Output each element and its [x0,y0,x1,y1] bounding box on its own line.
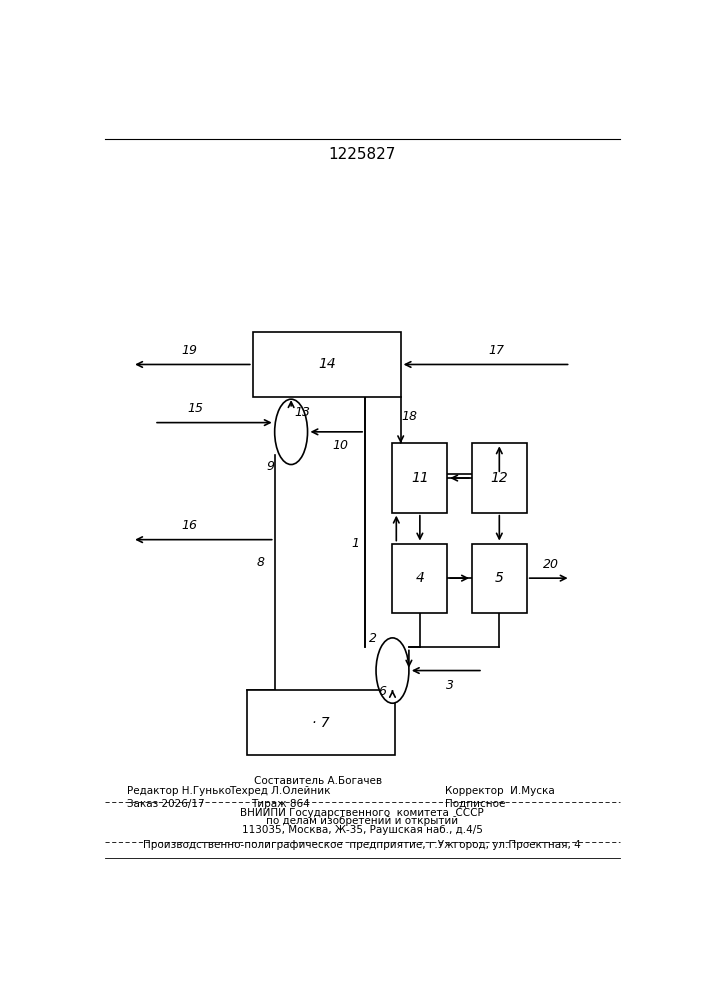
Text: 3: 3 [446,679,454,692]
Text: 5: 5 [495,571,504,585]
Text: Редактор Н.Гунько: Редактор Н.Гунько [127,786,231,796]
Text: 12: 12 [491,471,508,485]
Text: Техред Л.Олейник: Техред Л.Олейник [229,786,331,796]
Bar [253,332,401,397]
Text: Подписное: Подписное [445,799,505,809]
Text: 8: 8 [257,556,265,569]
Text: по делам изобретений и открытий: по делам изобретений и открытий [267,816,458,826]
Text: 1: 1 [351,537,359,550]
Text: 10: 10 [332,439,349,452]
Bar [392,443,448,513]
Text: 113035, Москва, Ж-35, Раушская наб., д.4/5: 113035, Москва, Ж-35, Раушская наб., д.4… [242,825,483,835]
Ellipse shape [376,638,409,703]
Text: 9: 9 [267,460,274,473]
Bar [472,544,527,613]
Text: 13: 13 [294,406,310,419]
Text: Корректор  И.Муска: Корректор И.Муска [445,786,554,796]
Text: 6: 6 [379,685,387,698]
Text: 18: 18 [401,410,417,423]
Text: 4: 4 [416,571,424,585]
Text: 19: 19 [182,344,198,357]
Text: 15: 15 [187,402,203,415]
Text: 1225827: 1225827 [329,147,396,162]
Text: 20: 20 [544,558,559,571]
Text: Составитель А.Богачев: Составитель А.Богачев [255,776,382,786]
Text: Заказ 2026/17: Заказ 2026/17 [127,799,204,809]
Text: · 7: · 7 [312,716,330,730]
Text: 17: 17 [489,344,505,357]
Text: Тираж 864: Тираж 864 [251,799,310,809]
Bar [247,690,395,755]
Bar [392,544,448,613]
Text: Производственно-полиграфическое  предприятие, г.Ужгород, ул.Проектная, 4: Производственно-полиграфическое предприя… [144,840,581,850]
Text: 2: 2 [369,632,378,645]
Ellipse shape [275,399,308,465]
Text: ВНИИПИ Государственного  комитета  СССР: ВНИИПИ Государственного комитета СССР [240,808,484,818]
Text: 16: 16 [182,519,198,532]
Bar [472,443,527,513]
Text: 11: 11 [411,471,428,485]
Text: 14: 14 [318,357,336,371]
